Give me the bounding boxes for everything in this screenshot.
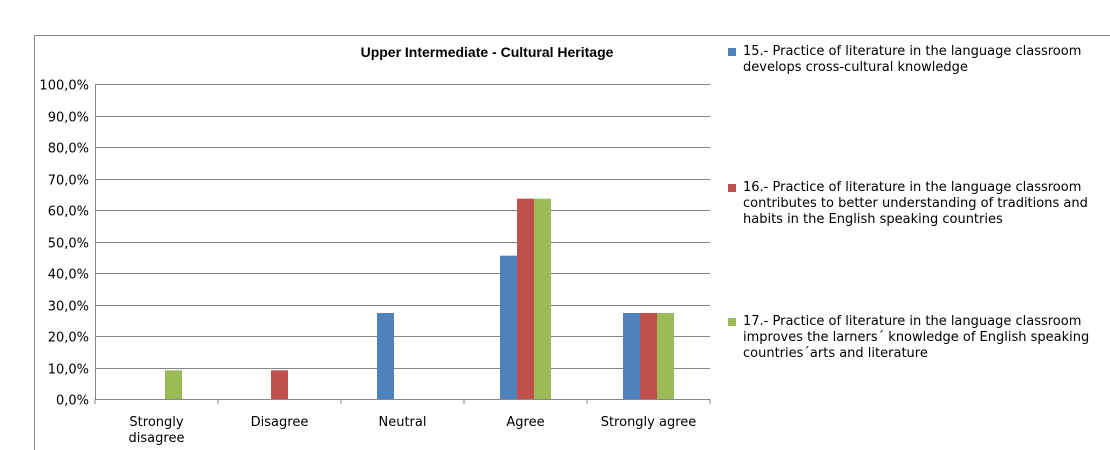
y-tick-label: 10,0%: [48, 363, 89, 378]
legend-swatch: [728, 318, 736, 326]
bar: [517, 198, 534, 399]
bar: [377, 313, 394, 399]
y-tick-label: 70,0%: [48, 174, 89, 189]
y-tick-label: 80,0%: [48, 142, 89, 157]
y-tick-label: 40,0%: [48, 268, 89, 283]
bar: [500, 255, 517, 399]
chart-title: Upper Intermediate - Cultural Heritage: [361, 44, 614, 60]
y-tick-label: 30,0%: [48, 300, 89, 315]
y-tick-label: 90,0%: [48, 111, 89, 126]
x-tick-label: Disagree: [250, 415, 309, 430]
legend-swatch: [728, 184, 736, 192]
bar: [165, 370, 182, 399]
bar: [623, 313, 640, 399]
legend-entry: 17.- Practice of literature in the langu…: [728, 314, 1110, 362]
x-tick-label: Strongly disagree: [128, 415, 185, 446]
bar: [657, 313, 674, 399]
bar: [534, 198, 551, 399]
bar: [640, 313, 657, 399]
y-tick-label: 0,0%: [56, 394, 89, 409]
y-tick-label: 60,0%: [48, 205, 89, 220]
y-tick-label: 20,0%: [48, 331, 89, 346]
x-tick-label: Agree: [506, 415, 545, 430]
x-tick-label: Neutral: [378, 415, 427, 430]
legend-entry: 16.- Practice of literature in the langu…: [728, 180, 1110, 228]
y-tick-label: 100,0%: [39, 79, 89, 94]
bar: [271, 370, 288, 399]
legend-entry: 15.- Practice of literature in the langu…: [728, 44, 1110, 76]
x-tick-label: Strongly agree: [600, 415, 697, 430]
legend-swatch: [728, 48, 736, 56]
y-tick-label: 50,0%: [48, 237, 89, 252]
